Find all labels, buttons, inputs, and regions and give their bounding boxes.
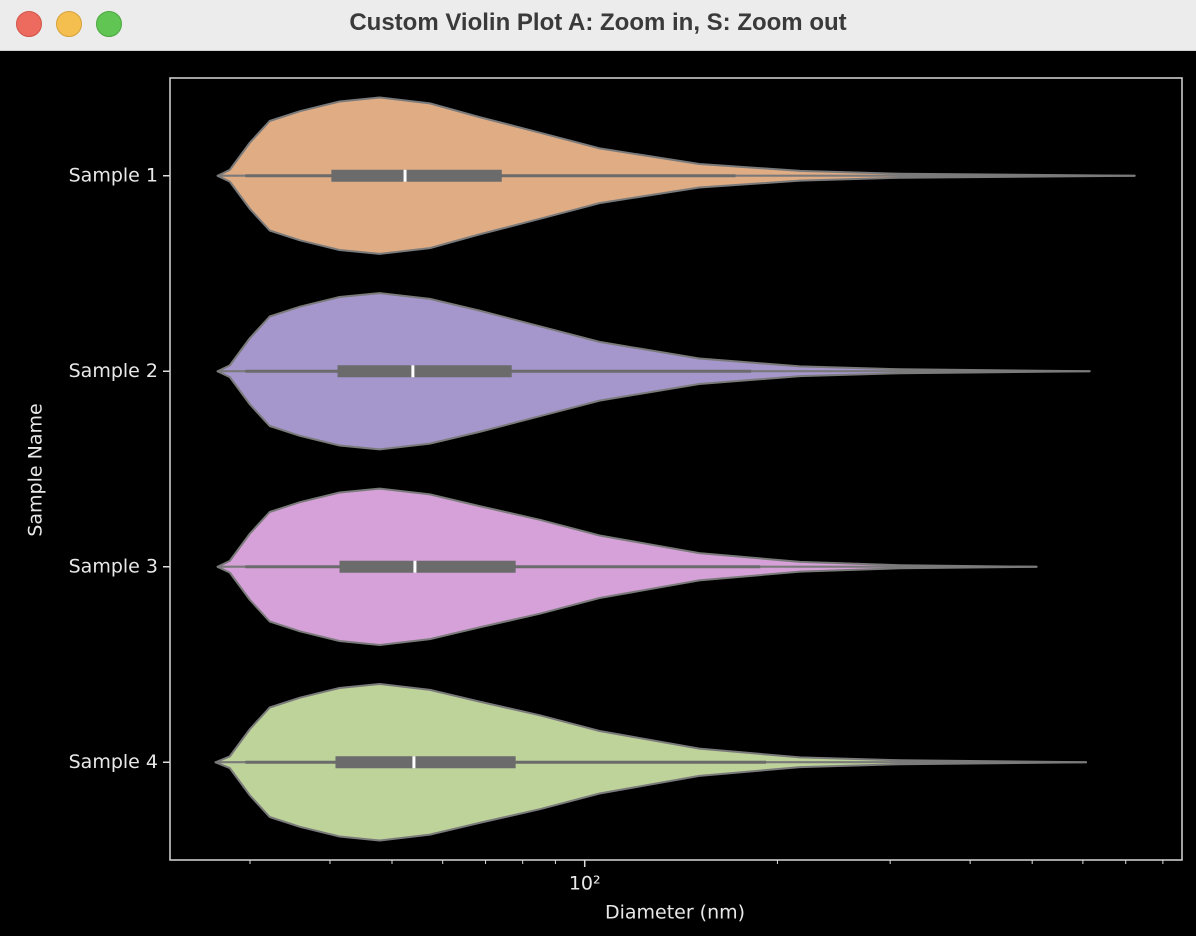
violin-body (216, 487, 1038, 568)
x-tick-label: 10² (569, 873, 601, 895)
violin-body (216, 370, 1091, 451)
y-axis-label: Sample Name (25, 403, 47, 536)
y-tick-label: Sample 4 (69, 751, 158, 773)
y-tick-label: Sample 2 (69, 360, 158, 382)
x-axis-label: Diameter (nm) (605, 902, 745, 924)
box (331, 169, 502, 182)
zoom-button[interactable] (96, 11, 122, 37)
box (335, 756, 516, 769)
chart: Diameter (nm) Sample Name Sample 1 Sample… (25, 77, 1183, 924)
box (337, 365, 512, 378)
box (339, 560, 516, 573)
violin-body (214, 683, 1088, 764)
title-bar: Custom Violin Plot A: Zoom in, S: Zoom o… (0, 0, 1196, 51)
violin-body (216, 174, 1136, 255)
minimize-button[interactable] (56, 11, 82, 37)
y-tick-label: Sample 1 (69, 164, 158, 186)
window-title: Custom Violin Plot A: Zoom in, S: Zoom o… (349, 9, 847, 36)
violin-body (216, 96, 1136, 177)
y-tick-label: Sample 3 (69, 555, 158, 577)
violin-body (216, 292, 1091, 373)
close-button[interactable] (16, 11, 42, 37)
plot-frame (169, 77, 1183, 861)
violin-body (216, 565, 1038, 646)
violin-body (214, 761, 1088, 842)
